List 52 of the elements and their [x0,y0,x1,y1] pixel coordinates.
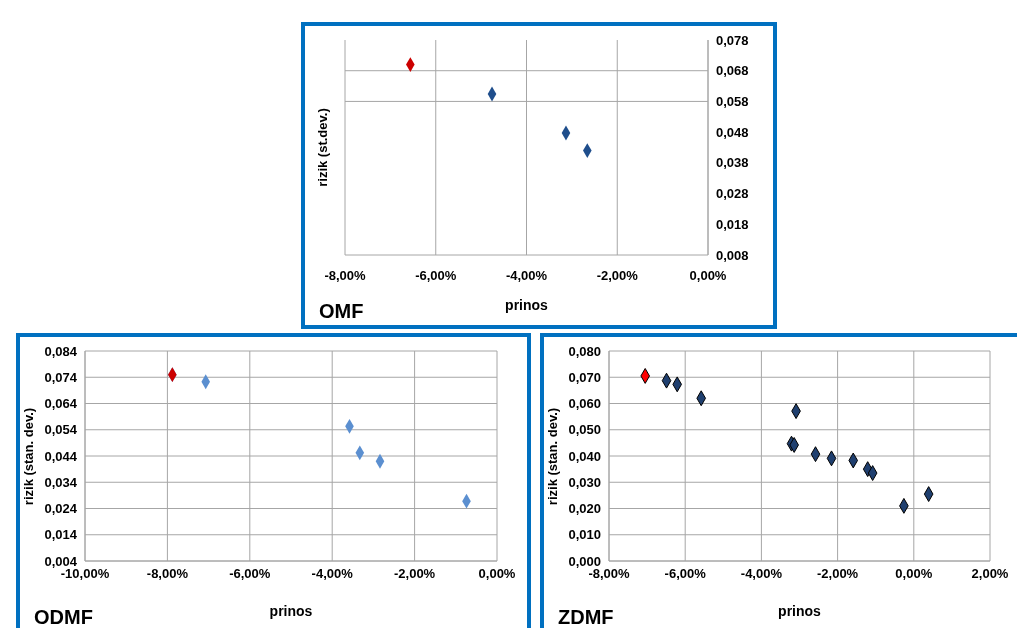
y-tick-label: 0,044 [44,448,78,464]
x-axis-title: prinos [778,603,821,619]
y-tick-label: 0,038 [716,155,749,171]
y-tick-label: 0,010 [568,527,601,543]
x-tick-label: 0,00% [689,268,727,284]
y-tick-label: 0,030 [568,474,601,490]
y-tick-label: 0,000 [568,553,601,569]
y-axis-title: rizik (st.dev.) [314,108,330,187]
y-tick-label: 0,050 [568,422,601,438]
y-tick-label: 0,074 [44,369,78,385]
x-tick-label: -2,00% [817,566,859,582]
y-tick-label: 0,018 [716,216,749,232]
y-tick-label: 0,070 [568,369,601,385]
y-tick-label: 0,084 [44,343,78,359]
x-tick-label: -6,00% [415,268,457,284]
y-axis-title: rizik (stan. dev.) [21,407,37,505]
y-tick-label: 0,008 [716,247,749,263]
x-tick-label: -2,00% [394,566,436,582]
y-tick-label: 0,034 [44,474,78,490]
x-tick-label: 0,00% [895,566,933,582]
y-tick-label: 0,004 [44,553,78,569]
y-tick-label: 0,054 [44,422,78,438]
text: OMF [319,300,364,323]
text: ODMF [34,606,93,628]
x-tick-label: -4,00% [311,566,354,582]
x-tick-label: -10,00% [60,566,110,582]
x-tick-label: -6,00% [664,566,707,582]
x-tick-label: -8,00% [588,566,631,582]
y-tick-label: 0,058 [716,94,749,110]
x-tick-label: -4,00% [505,268,548,284]
y-tick-label: 0,068 [716,63,749,79]
x-tick-label: 2,00% [971,566,1009,582]
y-tick-label: 0,064 [44,396,78,412]
x-axis-title: prinos [269,603,313,619]
x-axis-title: prinos [505,297,548,313]
x-tick-label: 0,00% [478,566,516,582]
y-tick-label: 0,078 [716,32,749,48]
y-tick-label: 0,060 [568,396,601,412]
y-axis-title: rizik (stan. dev.) [545,407,561,505]
y-tick-label: 0,080 [568,343,601,359]
x-tick-label: -8,00% [146,566,189,582]
x-tick-label: -8,00% [324,268,367,284]
y-tick-label: 0,048 [716,124,749,140]
y-tick-label: 0,014 [44,527,78,543]
y-tick-label: 0,028 [716,186,749,202]
y-tick-label: 0,024 [44,501,78,517]
x-tick-label: -4,00% [740,566,783,582]
text: ZDMF [558,606,614,628]
x-tick-label: -2,00% [596,268,639,284]
y-tick-label: 0,020 [568,501,601,517]
x-tick-label: -6,00% [229,566,271,582]
y-tick-label: 0,040 [568,448,601,464]
